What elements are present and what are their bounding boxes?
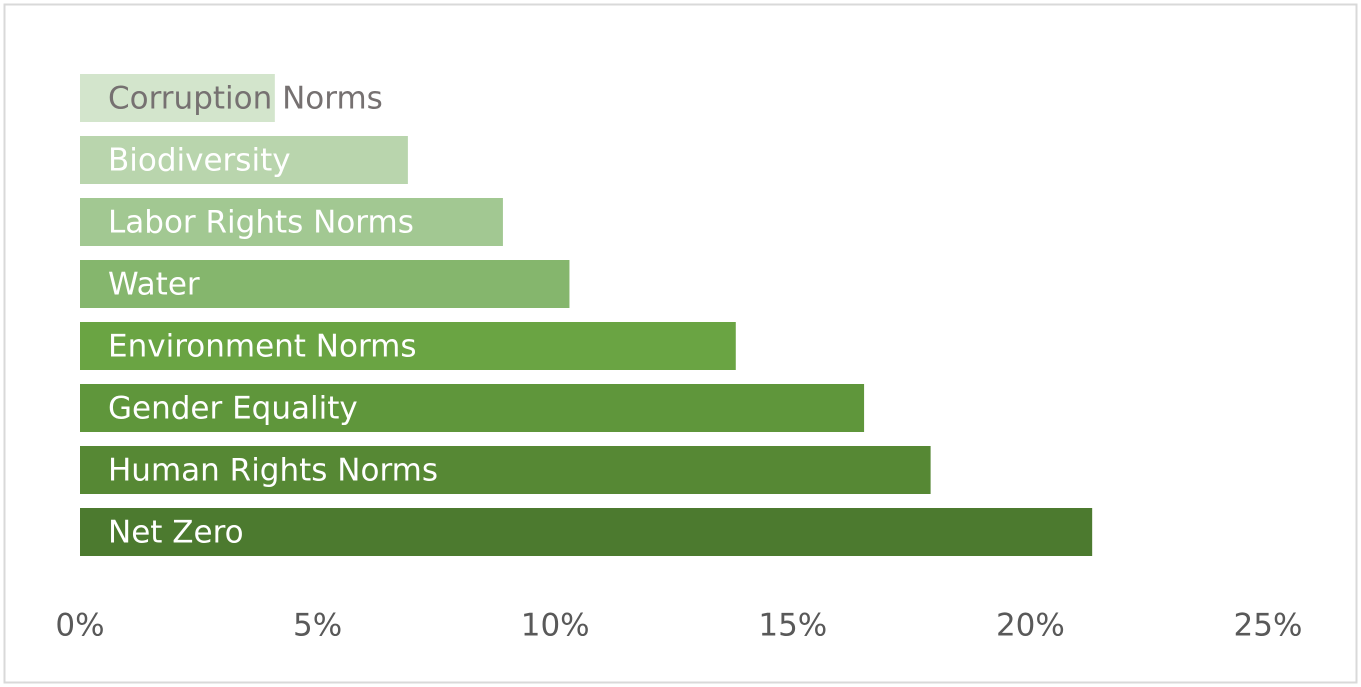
bar-label: Water <box>108 267 200 303</box>
bar <box>80 446 931 494</box>
bar-label: Biodiversity <box>108 143 291 179</box>
bar-label: Net Zero <box>108 515 244 551</box>
bar-label: Human Rights Norms <box>108 453 438 489</box>
x-tick-label: 5% <box>293 608 342 644</box>
x-tick-label: 20% <box>996 608 1065 644</box>
bar <box>80 198 503 246</box>
x-tick-label: 15% <box>758 608 827 644</box>
bar <box>80 322 736 370</box>
bar-label: Corruption Norms <box>108 81 383 117</box>
bar <box>80 508 1093 556</box>
bar <box>80 384 865 432</box>
x-tick-label: 25% <box>1234 608 1303 644</box>
bar <box>80 74 275 122</box>
x-tick-label: 0% <box>55 608 104 644</box>
bar-label: Labor Rights Norms <box>108 205 414 241</box>
bar-label: Environment Norms <box>108 329 417 365</box>
bar <box>80 260 570 308</box>
x-tick-label: 10% <box>521 608 590 644</box>
bar <box>80 136 408 184</box>
bar-label: Gender Equality <box>108 391 358 427</box>
